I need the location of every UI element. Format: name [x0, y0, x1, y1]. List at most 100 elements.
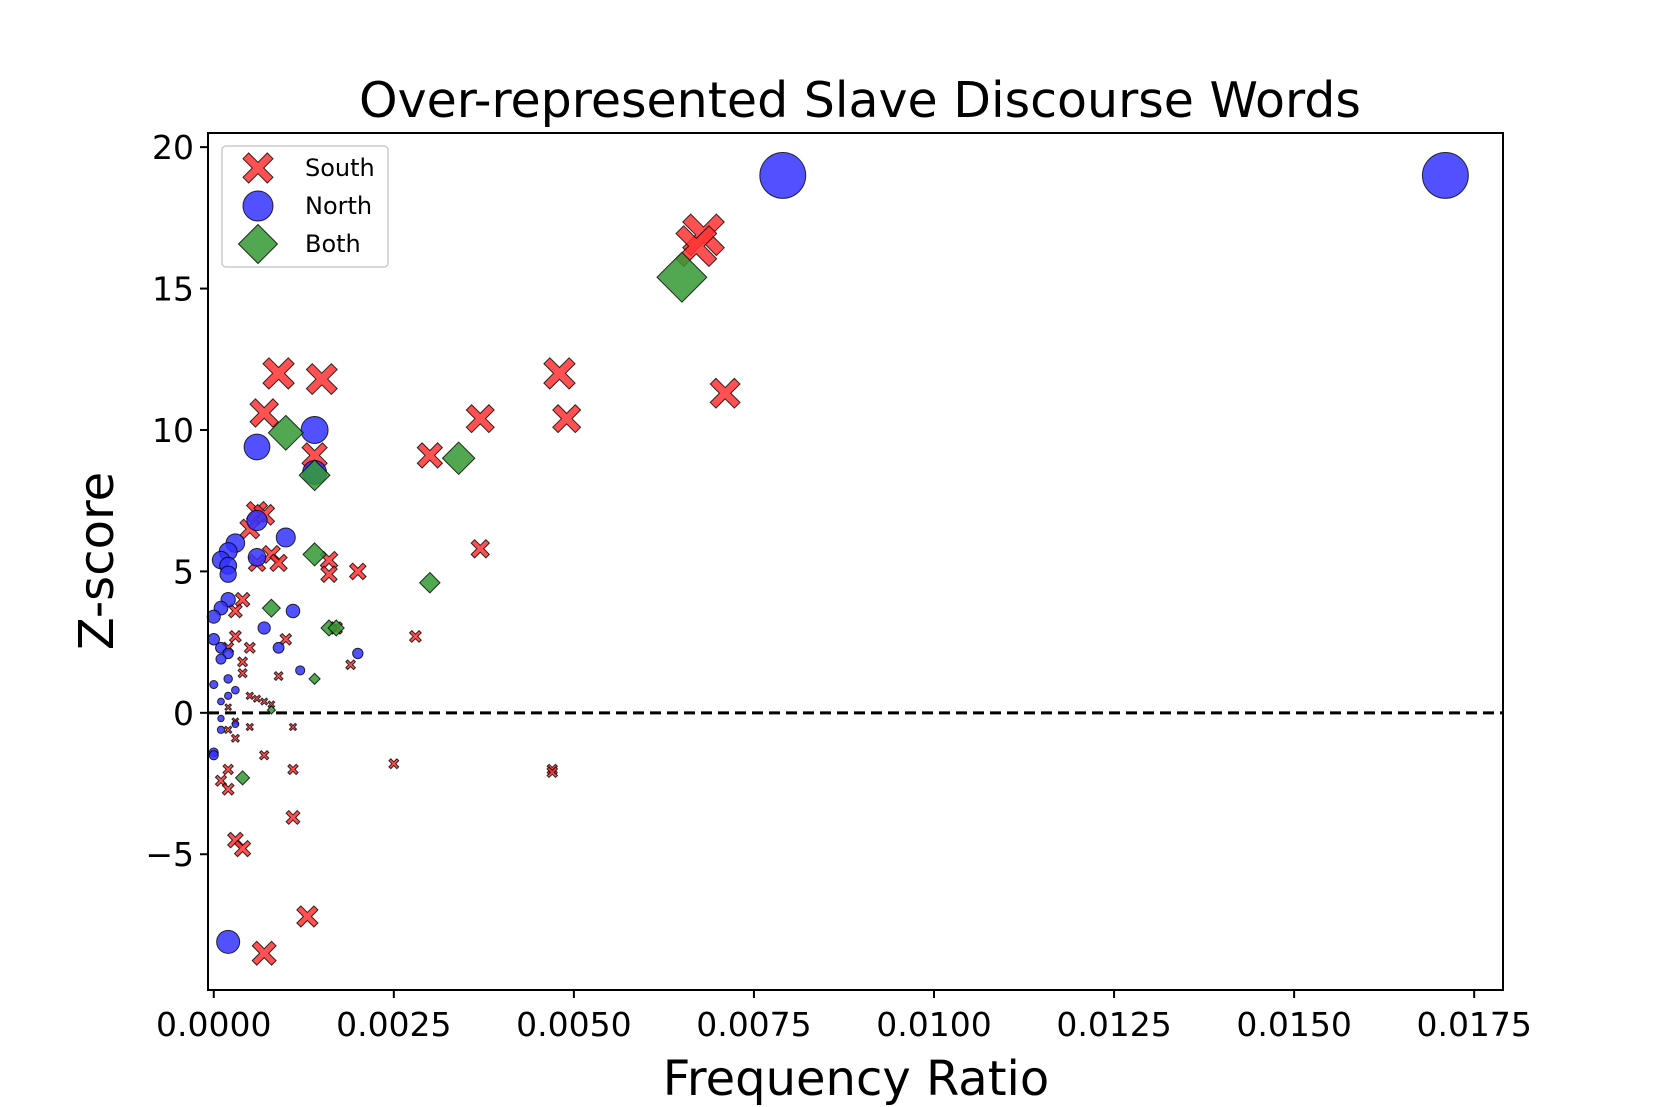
south-point [258, 749, 270, 761]
south-point [228, 629, 242, 643]
north-point [231, 720, 240, 729]
y-tick-label: 20 [152, 128, 194, 167]
both-point [656, 251, 708, 303]
data-points-layer [206, 151, 1469, 966]
south-point [243, 641, 256, 654]
y-tick-label: 5 [173, 552, 194, 591]
south-point [709, 377, 741, 409]
north-point [217, 714, 225, 723]
both-point [327, 619, 345, 637]
north-point [300, 415, 329, 444]
south-point [214, 774, 228, 787]
north-point [759, 151, 807, 199]
plot-frame [207, 132, 1504, 991]
x-tick-label: 0.0150 [1236, 1005, 1351, 1044]
series-both [234, 251, 708, 786]
legend-marker-north [242, 190, 274, 222]
north-point [222, 647, 234, 660]
north-point [247, 547, 267, 567]
south-point [227, 603, 243, 619]
x-tick-label: 0.0025 [336, 1005, 451, 1044]
legend-label-south: South [305, 154, 375, 182]
north-point [206, 609, 221, 624]
x-tick-label: 0.0075 [696, 1005, 811, 1044]
north-point [1421, 151, 1469, 199]
both-point [267, 414, 304, 451]
north-point [352, 647, 364, 660]
south-point [222, 763, 234, 776]
north-point [223, 674, 233, 684]
chart-title: Over-represented Slave Discourse Words [359, 72, 1361, 129]
south-point [465, 404, 495, 434]
south-point [388, 758, 400, 770]
north-point [216, 929, 241, 954]
south-point [230, 733, 241, 743]
south-point [552, 404, 582, 434]
x-tick-label: 0.0050 [516, 1005, 631, 1044]
south-point [221, 782, 235, 796]
south-point [252, 694, 262, 703]
y-tick-label: 0 [173, 694, 194, 733]
both-point [298, 459, 331, 492]
legend-label-both: Both [305, 230, 361, 258]
y-tick-label: 15 [152, 270, 194, 309]
north-point [209, 679, 219, 690]
south-point [305, 362, 338, 396]
south-point [234, 591, 251, 608]
both-point [234, 770, 251, 786]
north-point [246, 509, 268, 532]
x-axis-label: Frequency Ratio [663, 1051, 1049, 1107]
north-point [231, 685, 240, 695]
south-point [237, 668, 248, 679]
south-point [249, 398, 280, 428]
south-point [224, 703, 233, 712]
south-point [260, 697, 269, 706]
north-point [285, 603, 301, 619]
legend: South North Both [221, 145, 389, 268]
y-axis-label: Z-score [69, 472, 125, 650]
south-point [345, 659, 357, 671]
south-point [273, 670, 284, 682]
north-point [217, 697, 225, 706]
south-point [269, 553, 288, 573]
legend-marker-south [242, 152, 274, 184]
south-point [251, 940, 277, 966]
both-point [261, 598, 282, 618]
y-tick-label: 10 [152, 411, 194, 450]
south-point [223, 725, 233, 735]
x-axis-ticks: 0.0000 0.0025 0.0050 0.0075 0.0100 0.0125 0.01… [156, 990, 1532, 1044]
y-axis-ticks: −5 0 5 10 15 20 [145, 128, 208, 874]
south-point [262, 357, 295, 390]
south-point [245, 722, 255, 732]
south-point [470, 538, 491, 559]
south-point [287, 763, 299, 776]
north-point [208, 750, 219, 761]
y-tick-label: −5 [145, 835, 194, 874]
south-point [416, 442, 444, 469]
south-point [348, 562, 367, 581]
series-north [206, 151, 1469, 954]
south-point [288, 722, 298, 732]
legend-label-north: North [305, 192, 372, 220]
legend-marker-both [237, 223, 279, 265]
x-tick-label: 0.0125 [1056, 1005, 1171, 1044]
x-tick-label: 0.0175 [1416, 1005, 1531, 1044]
north-point [272, 641, 285, 654]
x-tick-label: 0.0100 [876, 1005, 991, 1044]
both-point [418, 571, 441, 594]
north-point [216, 725, 226, 734]
south-point [546, 766, 559, 779]
both-point [308, 672, 321, 686]
north-point [295, 665, 306, 676]
x-tick-label: 0.0000 [156, 1005, 271, 1044]
north-point [215, 653, 227, 665]
north-point [219, 565, 237, 583]
south-point [543, 357, 576, 390]
south-point [236, 656, 249, 668]
south-point [285, 809, 301, 826]
south-point [267, 700, 276, 709]
series-south [214, 213, 741, 966]
south-point [296, 905, 319, 928]
south-point [245, 691, 255, 701]
north-point [243, 433, 271, 461]
